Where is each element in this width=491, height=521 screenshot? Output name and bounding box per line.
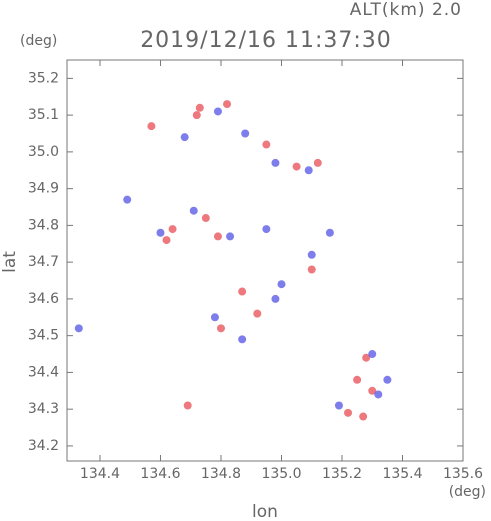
echo-point xyxy=(368,386,377,395)
echo-point xyxy=(334,401,343,410)
echo-point xyxy=(123,195,132,204)
y-axis-label: lat xyxy=(0,251,20,273)
echo-point xyxy=(216,324,225,333)
echo-point xyxy=(195,103,204,112)
echo-point xyxy=(277,280,286,289)
y-tick-label: 34.4 xyxy=(28,364,59,380)
echo-point xyxy=(307,250,316,259)
plot-frame xyxy=(66,59,464,462)
x-unit: (deg) xyxy=(449,484,486,500)
x-axis-label: lon xyxy=(252,502,278,521)
echo-point xyxy=(344,408,353,417)
y-tick-label: 34.9 xyxy=(28,181,59,197)
echo-point xyxy=(210,313,219,322)
echo-point xyxy=(262,225,271,234)
altitude-label: ALT(km) 2.0 xyxy=(350,0,462,20)
y-tick-label: 34.3 xyxy=(28,401,59,417)
echo-point xyxy=(183,401,192,410)
echo-point xyxy=(180,133,189,142)
x-tick-label: 135.0 xyxy=(261,466,301,482)
echo-point xyxy=(213,107,222,116)
echo-point xyxy=(368,350,377,359)
echo-point xyxy=(74,324,83,333)
echo-point xyxy=(304,166,313,175)
echo-point xyxy=(362,353,371,362)
x-tick-label: 134.6 xyxy=(140,466,180,482)
echo-point xyxy=(189,206,198,215)
echo-point xyxy=(162,236,171,245)
y-unit: (deg) xyxy=(20,33,57,49)
echo-point xyxy=(168,225,177,234)
echo-point xyxy=(292,162,301,171)
y-tick-label: 34.7 xyxy=(28,254,59,270)
chart-title: 2019/12/16 11:37:30 xyxy=(140,28,392,53)
echo-point xyxy=(226,232,235,241)
echo-point xyxy=(262,140,271,149)
echo-point xyxy=(271,294,280,303)
y-tick-label: 34.6 xyxy=(28,291,59,307)
echo-point xyxy=(271,158,280,167)
echo-point xyxy=(223,100,232,109)
y-tick-label: 35.2 xyxy=(28,70,59,86)
echo-point xyxy=(325,228,334,237)
echo-point xyxy=(238,335,247,344)
echo-point xyxy=(374,390,383,399)
x-tick-label: 135.2 xyxy=(322,466,362,482)
echo-point xyxy=(213,232,222,241)
echo-point xyxy=(313,158,322,167)
echo-point xyxy=(156,228,165,237)
echo-point xyxy=(238,287,247,296)
y-tick-label: 34.8 xyxy=(28,217,59,233)
y-tick-label: 35.0 xyxy=(28,144,59,160)
echo-point xyxy=(383,375,392,384)
echo-point xyxy=(307,265,316,274)
echo-point xyxy=(241,129,250,138)
echo-point xyxy=(359,412,368,421)
echo-point xyxy=(253,309,262,318)
echo-point xyxy=(201,214,210,223)
y-tick-label: 34.2 xyxy=(28,438,59,454)
x-tick-label: 134.4 xyxy=(80,466,120,482)
x-tick-label: 134.8 xyxy=(201,466,241,482)
echo-point xyxy=(147,122,156,131)
echo-point xyxy=(353,375,362,384)
y-tick-label: 35.1 xyxy=(28,107,59,123)
x-tick-label: 135.6 xyxy=(443,466,483,482)
x-tick-label: 135.4 xyxy=(382,466,422,482)
echo-point xyxy=(192,111,201,120)
y-tick-label: 34.5 xyxy=(28,328,59,344)
